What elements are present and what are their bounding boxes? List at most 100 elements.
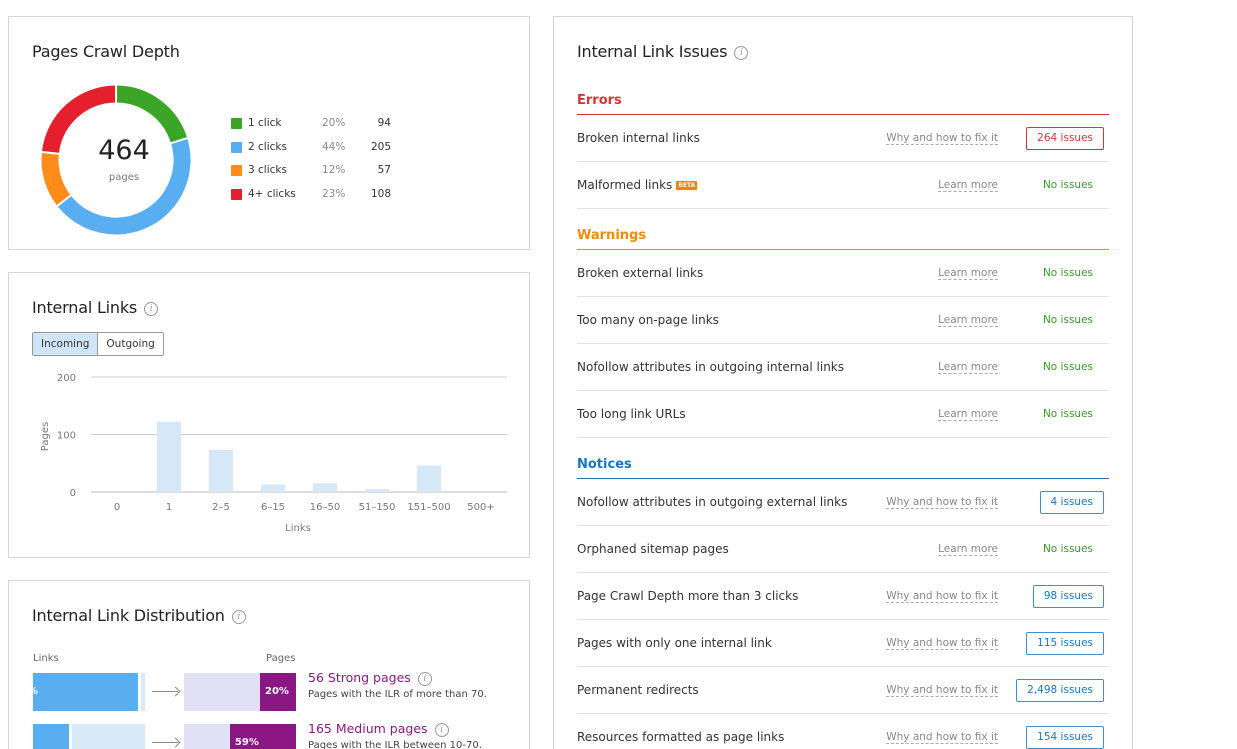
legend-count[interactable]: 108 [370, 187, 391, 200]
help-link-text[interactable]: Learn more [938, 408, 998, 421]
internal-links-card: Internal Links i Incoming Outgoing 0 100 20… [8, 272, 530, 558]
issues-count-badge[interactable]: 264 issues [1026, 127, 1104, 150]
issue-help-link[interactable]: Learn more [938, 526, 998, 573]
issue-help-link[interactable]: Learn more [938, 344, 998, 391]
issue-row: Orphaned sitemap pages Learn more No issue… [577, 526, 1109, 573]
issue-row: Broken internal links Why and how to fix … [577, 115, 1109, 162]
issues-count-badge[interactable]: 4 issues [1039, 491, 1104, 514]
x-tick-label: 51–150 [359, 502, 396, 513]
issue-name[interactable]: Too many on-page links [577, 313, 719, 327]
tab-incoming[interactable]: Incoming [33, 333, 99, 355]
donut-slice[interactable] [57, 138, 191, 235]
help-link-text[interactable]: Learn more [938, 543, 998, 556]
help-link-text[interactable]: Learn more [938, 267, 998, 280]
issue-help-link[interactable]: Why and how to fix it [886, 620, 998, 667]
issues-count-badge[interactable]: 154 issues [1026, 726, 1104, 749]
x-tick-label: 0 [114, 502, 120, 513]
issue-name[interactable]: Orphaned sitemap pages [577, 542, 729, 556]
donut-slice[interactable] [115, 85, 188, 144]
issues-count-badge[interactable]: 2,498 issues [1016, 679, 1104, 702]
info-icon[interactable]: i [231, 609, 246, 624]
links-share-bar [33, 673, 145, 711]
issues-card: Internal Link Issues i Errors Broken inter… [553, 16, 1133, 749]
issue-name[interactable]: Malformed links BETA [577, 178, 698, 192]
issue-name[interactable]: Broken internal links [577, 131, 700, 145]
info-icon[interactable]: i [434, 722, 449, 737]
help-link-text[interactable]: Why and how to fix it [886, 684, 998, 697]
issue-name[interactable]: Resources formatted as page links [577, 730, 785, 744]
no-issues-status: No issues [1042, 314, 1093, 326]
chart-bar[interactable] [209, 450, 233, 492]
help-link-text[interactable]: Learn more [938, 314, 998, 327]
issue-name[interactable]: Page Crawl Depth more than 3 clicks [577, 589, 799, 603]
issue-help-link[interactable]: Why and how to fix it [886, 667, 998, 714]
donut-separator [40, 150, 60, 155]
help-link-text[interactable]: Why and how to fix it [886, 637, 998, 650]
links-column-label: Links [33, 653, 59, 664]
issue-help-link[interactable]: Learn more [938, 297, 998, 344]
y-axis-label: Pages [40, 422, 51, 451]
legend-count[interactable]: 205 [370, 140, 391, 153]
crawl-depth-card: Pages Crawl Depth 464 pages 1 click 20% 94… [8, 16, 530, 250]
chart-bar[interactable] [365, 489, 389, 492]
links-direction-toggle: Incoming Outgoing [32, 332, 164, 356]
pages-share-percent: 20% [265, 686, 289, 697]
info-icon[interactable]: i [734, 45, 749, 60]
legend-count[interactable]: 57 [377, 164, 391, 176]
no-issues-status: No issues [1042, 543, 1093, 555]
issue-help-link[interactable]: Why and how to fix it [886, 115, 998, 162]
section-title-warnings: Warnings [577, 228, 647, 243]
issue-row: Malformed links BETA Learn more No issues [577, 162, 1109, 209]
links-share-percent: 6% [14, 737, 31, 748]
tier-title[interactable]: 56 Strong pages i [308, 670, 432, 686]
issue-help-link[interactable]: Why and how to fix it [886, 573, 998, 620]
x-axis-label: Links [285, 523, 311, 534]
help-link-text[interactable]: Learn more [938, 361, 998, 374]
info-icon[interactable]: i [144, 301, 159, 316]
pages-share-percent: 59% [234, 737, 259, 748]
legend-swatch [231, 141, 242, 153]
issue-name[interactable]: Nofollow attributes in outgoing internal… [577, 360, 844, 374]
legend-count[interactable]: 94 [377, 117, 391, 129]
issue-name[interactable]: Too long link URLs [577, 407, 686, 421]
legend-item[interactable]: 1 click 20% 94 [231, 117, 391, 141]
bar-gap [138, 673, 142, 711]
issues-count-badge[interactable]: 115 issues [1026, 632, 1104, 655]
y-tick-label: 0 [70, 488, 76, 499]
issue-name[interactable]: Broken external links [577, 266, 704, 280]
issue-help-link[interactable]: Why and how to fix it [886, 714, 998, 749]
donut-slice[interactable] [41, 151, 71, 206]
help-link-text[interactable]: Why and how to fix it [886, 132, 998, 145]
legend-item[interactable]: 4+ clicks 23% 108 [231, 188, 391, 212]
issue-help-link[interactable]: Learn more [938, 162, 998, 209]
legend-item[interactable]: 3 clicks 12% 57 [231, 164, 391, 188]
donut-slice[interactable] [41, 85, 117, 155]
x-tick-label: 151–500 [407, 502, 450, 513]
x-tick-label: 6–15 [261, 502, 285, 513]
chart-bar[interactable] [313, 483, 337, 492]
tier-description: Pages with the ILR between 10-70. [308, 740, 482, 749]
tier-title[interactable]: 165 Medium pages i [308, 721, 449, 737]
bar-gap [69, 724, 72, 749]
legend-label: 1 click [248, 117, 282, 129]
issue-name[interactable]: Nofollow attributes in outgoing external… [577, 495, 848, 509]
help-link-text[interactable]: Why and how to fix it [886, 590, 998, 603]
no-issues-status: No issues [1042, 179, 1093, 191]
help-link-text[interactable]: Why and how to fix it [886, 496, 998, 509]
info-icon[interactable]: i [417, 671, 432, 686]
issue-name[interactable]: Pages with only one internal link [577, 636, 772, 650]
donut-separator [169, 136, 189, 145]
chart-bar[interactable] [261, 484, 285, 492]
chart-bar[interactable] [157, 421, 181, 492]
issues-count-badge[interactable]: 98 issues [1032, 585, 1104, 608]
issue-name[interactable]: Permanent redirects [577, 683, 699, 697]
crawl-depth-total-label: pages [108, 172, 140, 183]
chart-bar[interactable] [417, 465, 441, 492]
legend-item[interactable]: 2 clicks 44% 205 [231, 141, 391, 165]
help-link-text[interactable]: Learn more [938, 179, 998, 192]
help-link-text[interactable]: Why and how to fix it [886, 731, 998, 744]
issue-help-link[interactable]: Learn more [938, 250, 998, 297]
tab-outgoing[interactable]: Outgoing [106, 338, 155, 350]
issue-help-link[interactable]: Learn more [938, 391, 998, 438]
issue-help-link[interactable]: Why and how to fix it [886, 479, 998, 526]
